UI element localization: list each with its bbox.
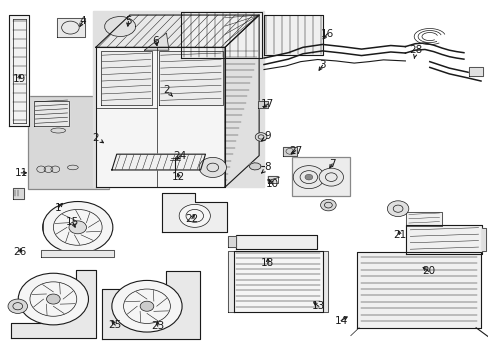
Circle shape [42, 202, 113, 253]
Circle shape [8, 299, 27, 314]
Polygon shape [228, 236, 235, 247]
Text: 4: 4 [79, 17, 86, 27]
Polygon shape [406, 212, 441, 226]
Polygon shape [482, 228, 486, 251]
Text: 26: 26 [14, 247, 27, 257]
Text: 3: 3 [319, 60, 325, 70]
Polygon shape [96, 15, 259, 47]
Polygon shape [235, 234, 316, 249]
Text: 13: 13 [311, 301, 325, 311]
Bar [292, 157, 349, 196]
Text: 1: 1 [55, 203, 62, 213]
Text: 9: 9 [261, 131, 271, 141]
Text: 6: 6 [152, 36, 159, 46]
Circle shape [255, 133, 266, 141]
Text: 15: 15 [66, 217, 80, 227]
Circle shape [319, 168, 343, 186]
Polygon shape [161, 193, 227, 232]
Text: 25: 25 [108, 320, 122, 330]
Text: 10: 10 [265, 179, 279, 189]
Polygon shape [227, 251, 233, 312]
Polygon shape [9, 15, 29, 126]
Text: 20: 20 [422, 266, 434, 276]
Polygon shape [181, 12, 261, 58]
Circle shape [305, 174, 312, 180]
Polygon shape [11, 270, 96, 338]
Text: 11: 11 [15, 168, 28, 178]
Text: 2: 2 [92, 133, 103, 143]
Polygon shape [41, 249, 114, 257]
Text: 16: 16 [320, 29, 333, 39]
Text: 23: 23 [151, 321, 164, 331]
Polygon shape [233, 251, 322, 312]
Circle shape [179, 204, 210, 227]
Circle shape [386, 201, 408, 217]
Polygon shape [144, 33, 168, 50]
Polygon shape [13, 188, 24, 199]
Text: 22: 22 [185, 214, 198, 224]
Polygon shape [96, 47, 224, 187]
Polygon shape [112, 154, 205, 170]
Text: 7: 7 [328, 159, 335, 169]
Polygon shape [322, 251, 328, 312]
Circle shape [320, 199, 335, 211]
Polygon shape [224, 15, 259, 187]
Polygon shape [258, 101, 267, 108]
Text: 12: 12 [172, 172, 185, 182]
Text: 27: 27 [288, 145, 302, 156]
Circle shape [140, 301, 154, 311]
Polygon shape [406, 225, 482, 253]
Bar [27, 96, 109, 189]
Text: 21: 21 [392, 230, 406, 239]
Text: 8: 8 [261, 162, 271, 173]
Polygon shape [104, 17, 136, 36]
Polygon shape [468, 67, 483, 76]
Polygon shape [101, 51, 152, 105]
Text: 2: 2 [163, 85, 172, 96]
Polygon shape [34, 101, 69, 126]
Text: 5: 5 [125, 17, 131, 27]
Circle shape [112, 280, 182, 332]
Polygon shape [282, 147, 297, 156]
Circle shape [46, 294, 60, 304]
Circle shape [18, 273, 88, 325]
Circle shape [69, 221, 86, 234]
Text: 28: 28 [408, 45, 422, 58]
Text: 18: 18 [261, 258, 274, 268]
Polygon shape [159, 51, 222, 105]
Polygon shape [93, 12, 264, 187]
Text: 24: 24 [173, 150, 186, 161]
Text: 19: 19 [13, 74, 26, 84]
Polygon shape [57, 18, 84, 37]
Circle shape [199, 157, 226, 177]
Polygon shape [249, 163, 261, 170]
Polygon shape [267, 176, 277, 183]
Polygon shape [264, 15, 322, 55]
Polygon shape [102, 271, 199, 338]
Text: 14: 14 [334, 316, 347, 325]
Text: 17: 17 [261, 99, 274, 109]
Polygon shape [356, 252, 480, 328]
Circle shape [293, 166, 324, 189]
